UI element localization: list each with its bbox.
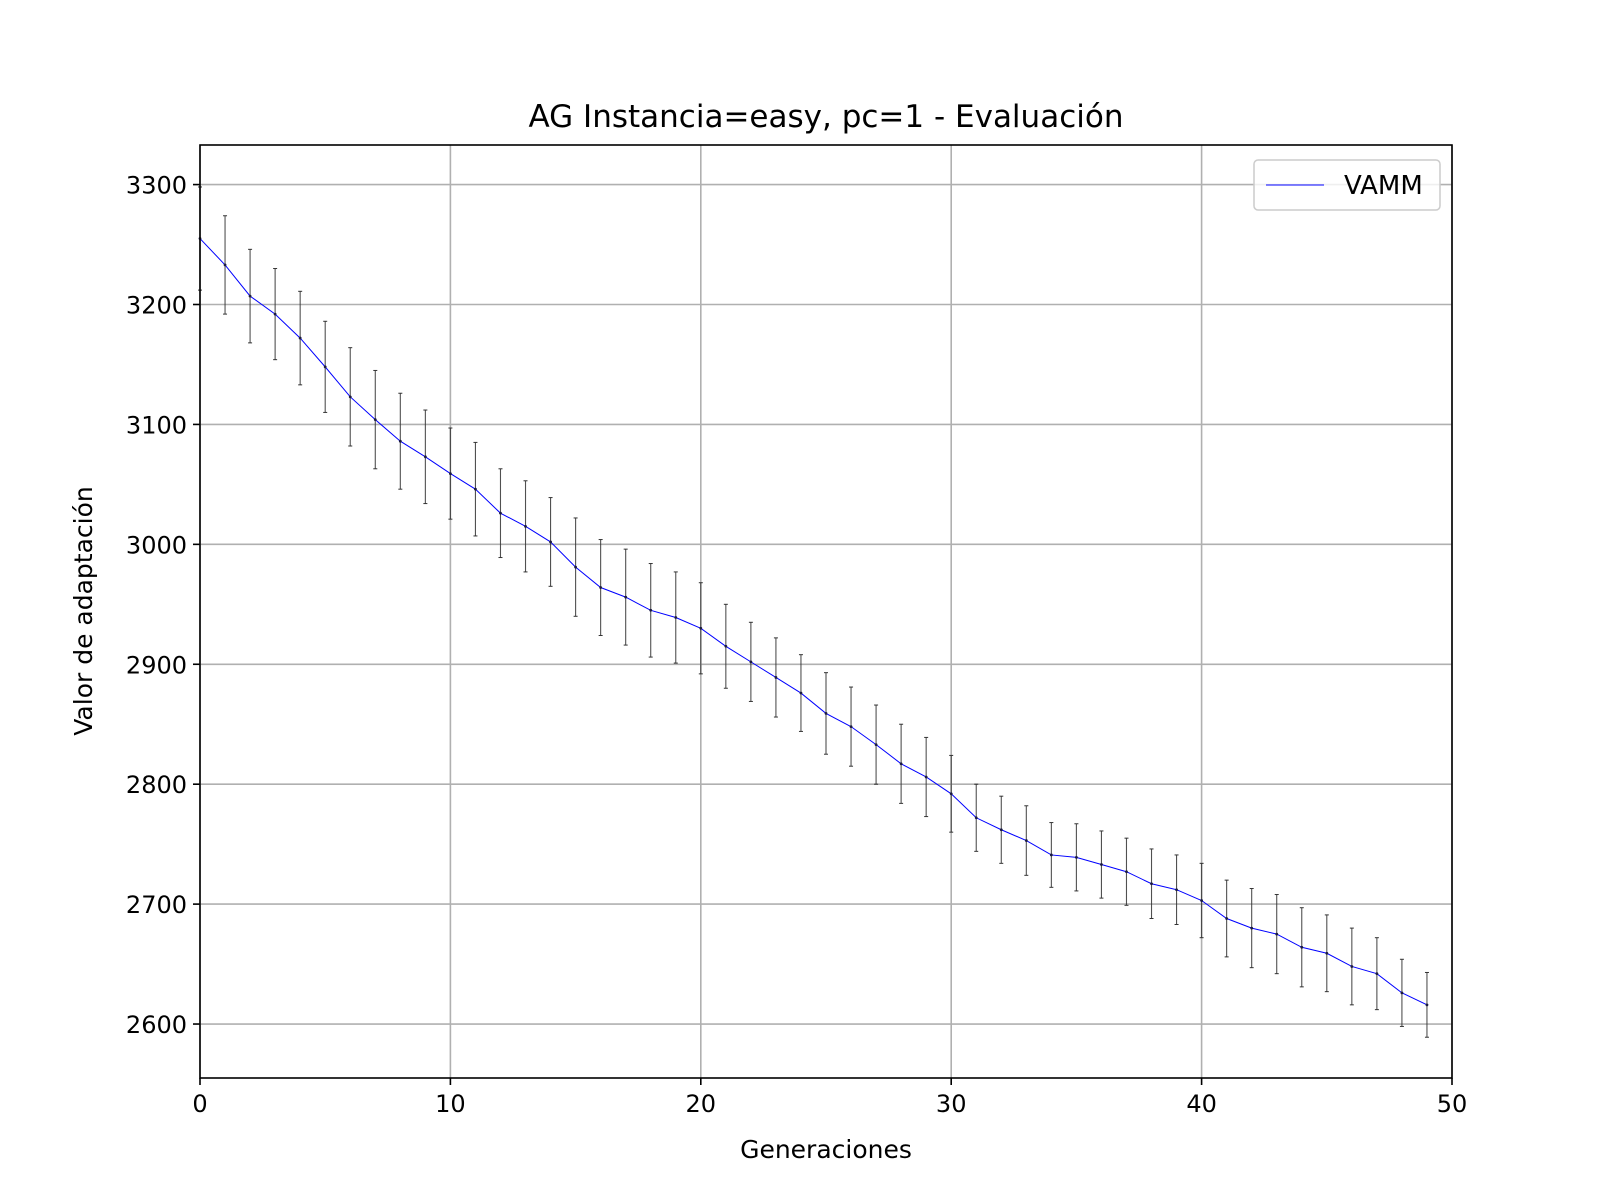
- axis-ticks: 0 10 20 30 40 50 2600 2700 2800 2900 3000 3100 3200 3…: [126, 172, 1467, 1118]
- data-point: [1049, 853, 1053, 857]
- data-point: [1150, 882, 1153, 886]
- data-point: [449, 472, 452, 475]
- data-point: [1350, 965, 1354, 968]
- data-point: [323, 365, 327, 369]
- data-point: [1200, 899, 1203, 902]
- data-point: [1425, 1003, 1429, 1007]
- data-point: [423, 455, 427, 459]
- y-tick-label: 2900: [126, 651, 187, 679]
- data-point: [1325, 951, 1329, 955]
- data-point: [549, 540, 552, 544]
- data-point: [1125, 870, 1128, 874]
- data-point: [999, 828, 1003, 832]
- legend-label-vamm: VAMM: [1344, 171, 1423, 201]
- x-tick-label: 10: [435, 1090, 466, 1118]
- data-point: [273, 312, 277, 316]
- data-point: [799, 691, 803, 695]
- data-point: [1275, 932, 1279, 936]
- y-axis-label: Valor de adaptación: [69, 486, 98, 735]
- legend-box: [1253, 159, 1441, 211]
- data-point: [524, 524, 527, 528]
- data-point: [1300, 945, 1304, 949]
- data-point: [1375, 972, 1379, 976]
- x-tick-label: 50: [1437, 1090, 1468, 1118]
- data-point: [1175, 888, 1178, 892]
- data-point: [1024, 839, 1028, 842]
- data-point: [574, 565, 577, 569]
- data-point: [899, 762, 903, 766]
- data-point: [474, 487, 477, 491]
- data-point: [1250, 926, 1254, 930]
- y-tick-label: 3000: [126, 531, 187, 559]
- data-point: [599, 586, 603, 589]
- y-tick-label: 3200: [126, 291, 187, 319]
- legend: VAMM: [1253, 159, 1441, 211]
- x-tick-label: 30: [936, 1090, 967, 1118]
- data-point: [699, 626, 703, 630]
- data-point: [1400, 991, 1404, 995]
- y-tick-label: 3300: [126, 172, 187, 200]
- data-point: [624, 595, 628, 599]
- y-tick-label: 2600: [126, 1011, 187, 1039]
- data-point: [749, 660, 753, 664]
- data-point: [223, 263, 227, 267]
- x-tick-label: 20: [686, 1090, 717, 1118]
- y-tick-label: 2800: [126, 771, 187, 799]
- x-axis-label: Generaciones: [740, 1135, 912, 1164]
- data-point: [373, 418, 377, 422]
- data-point: [398, 439, 402, 443]
- data-point: [1225, 917, 1229, 920]
- data-point: [248, 294, 252, 298]
- series-layer: [198, 237, 1429, 1007]
- data-point: [874, 743, 878, 747]
- data-point: [974, 816, 978, 820]
- plot-frame: [199, 144, 1453, 1079]
- data-point: [499, 511, 502, 515]
- data-point: [1075, 855, 1078, 859]
- data-point: [1100, 863, 1103, 866]
- data-point: [849, 725, 853, 729]
- series-line-vamm: [199, 238, 1428, 1006]
- x-tick-label: 40: [1186, 1090, 1217, 1118]
- y-tick-label: 3100: [126, 411, 187, 439]
- y-tick-label: 2700: [126, 891, 187, 919]
- data-point: [924, 775, 928, 779]
- data-point: [298, 336, 302, 340]
- data-point: [774, 676, 778, 679]
- chart-title: AG Instancia=easy, pc=1 - Evaluación: [529, 99, 1124, 135]
- data-point: [824, 712, 828, 715]
- x-tick-label: 0: [192, 1090, 207, 1118]
- data-point: [649, 608, 653, 612]
- data-point: [724, 644, 728, 648]
- data-point: [674, 616, 678, 619]
- data-point: [348, 395, 352, 399]
- data-point: [949, 792, 953, 796]
